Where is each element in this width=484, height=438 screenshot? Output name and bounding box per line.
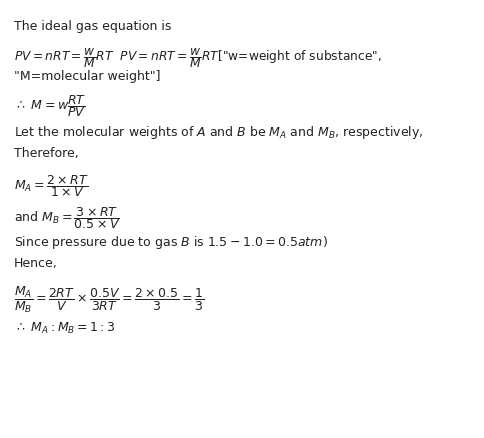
- Text: $\therefore\ M = w\dfrac{RT}{PV}$: $\therefore\ M = w\dfrac{RT}{PV}$: [14, 93, 86, 119]
- Text: $M_A = \dfrac{2 \times RT}{1 \times V}$: $M_A = \dfrac{2 \times RT}{1 \times V}$: [14, 173, 89, 198]
- Text: "M=molecular weight"]: "M=molecular weight"]: [14, 70, 160, 83]
- Text: The ideal gas equation is: The ideal gas equation is: [14, 20, 171, 33]
- Text: $PV = nRT = \dfrac{w}{M}RT\ \ PV = nRT = \dfrac{w}{M}RT$["w=weight of substance": $PV = nRT = \dfrac{w}{M}RT\ \ PV = nRT =…: [14, 46, 381, 70]
- Text: Let the molecular weights of $A$ and $B$ be $M_A$ and $M_B$, respectively,: Let the molecular weights of $A$ and $B$…: [14, 124, 423, 141]
- Text: Since pressure due to gas $B$ is $1.5 - 1.0 = 0.5atm$): Since pressure due to gas $B$ is $1.5 - …: [14, 233, 328, 250]
- Text: Hence,: Hence,: [14, 256, 57, 269]
- Text: $\therefore\ M_A : M_B = 1:3$: $\therefore\ M_A : M_B = 1:3$: [14, 321, 115, 336]
- Text: Therefore,: Therefore,: [14, 147, 78, 160]
- Text: $\dfrac{M_A}{M_B} = \dfrac{2RT}{V} \times \dfrac{0.5V}{3RT} = \dfrac{2 \times 0.: $\dfrac{M_A}{M_B} = \dfrac{2RT}{V} \time…: [14, 284, 204, 314]
- Text: and $M_B = \dfrac{3 \times RT}{0.5 \times V}$: and $M_B = \dfrac{3 \times RT}{0.5 \time…: [14, 205, 120, 230]
